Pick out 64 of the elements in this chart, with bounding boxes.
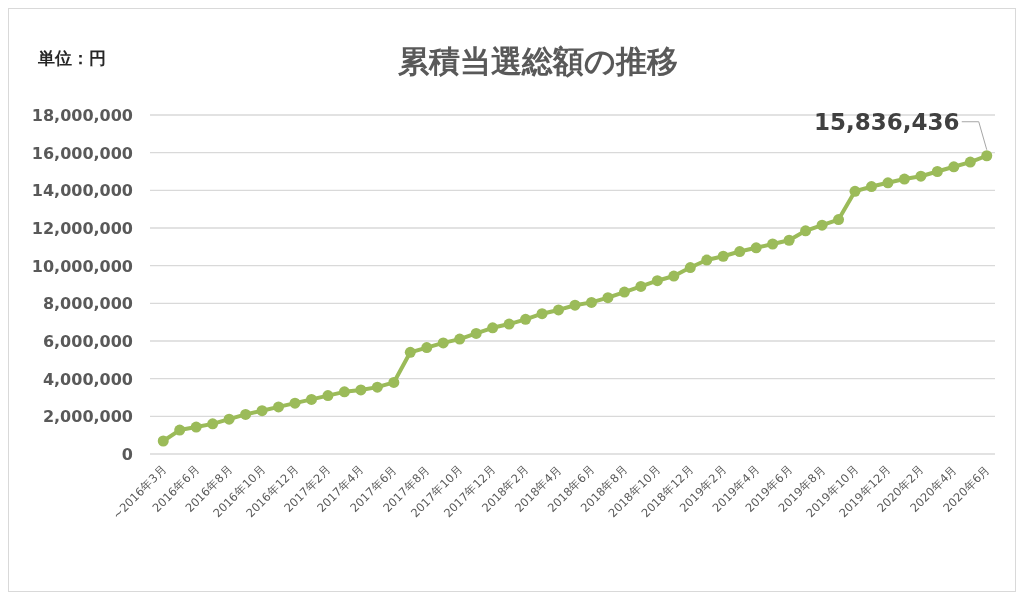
point xyxy=(849,185,861,197)
point xyxy=(487,322,499,334)
point xyxy=(454,333,466,345)
y-tick-label: 4,000,000 xyxy=(42,369,133,389)
point xyxy=(190,421,202,433)
point xyxy=(256,405,268,417)
point xyxy=(783,234,795,246)
y-tick-label: 16,000,000 xyxy=(31,143,133,163)
point xyxy=(668,270,680,282)
point xyxy=(520,313,532,325)
y-tick-label: 2,000,000 xyxy=(42,407,133,427)
point xyxy=(981,150,993,162)
point xyxy=(602,292,614,304)
point xyxy=(734,246,746,258)
point xyxy=(898,173,910,185)
point xyxy=(684,262,696,274)
point xyxy=(536,308,548,320)
point xyxy=(701,254,713,266)
point xyxy=(273,401,285,413)
point xyxy=(322,390,334,402)
point xyxy=(816,219,828,231)
y-tick-label: 14,000,000 xyxy=(31,181,133,201)
point xyxy=(618,286,630,298)
point xyxy=(585,296,597,308)
point xyxy=(305,393,317,405)
point xyxy=(800,225,812,237)
point xyxy=(553,304,565,316)
point xyxy=(503,318,515,330)
chart-title: 累積当選総額の推移 xyxy=(398,43,678,79)
point xyxy=(931,166,943,177)
point xyxy=(240,408,252,420)
point xyxy=(421,342,433,354)
y-tick-label: 18,000,000 xyxy=(31,106,133,125)
point xyxy=(207,418,219,430)
point xyxy=(651,275,663,287)
point xyxy=(437,337,449,349)
point xyxy=(371,381,383,393)
point xyxy=(470,327,482,339)
point xyxy=(388,376,400,388)
y-tick-label: 12,000,000 xyxy=(31,219,133,238)
point xyxy=(174,424,186,436)
text: 単位：円 xyxy=(37,48,106,68)
point xyxy=(948,161,960,173)
point xyxy=(289,397,301,409)
point xyxy=(157,435,169,447)
point xyxy=(915,170,927,182)
point xyxy=(338,386,350,398)
point xyxy=(865,181,877,193)
point xyxy=(635,280,647,292)
point xyxy=(767,238,779,250)
point xyxy=(355,384,367,396)
y-tick-label: 6,000,000 xyxy=(42,332,133,351)
point xyxy=(223,413,235,425)
y-tick-label: 8,000,000 xyxy=(42,294,133,314)
point xyxy=(569,299,581,311)
point xyxy=(750,242,762,254)
point xyxy=(717,250,729,262)
point xyxy=(833,214,845,226)
data-label: 15,836,436 xyxy=(814,108,960,135)
point xyxy=(882,177,894,189)
y-tick-label: 10,000,000 xyxy=(31,256,133,276)
y-tick-label: 0 xyxy=(121,445,133,464)
point xyxy=(964,156,976,168)
point xyxy=(404,346,416,358)
